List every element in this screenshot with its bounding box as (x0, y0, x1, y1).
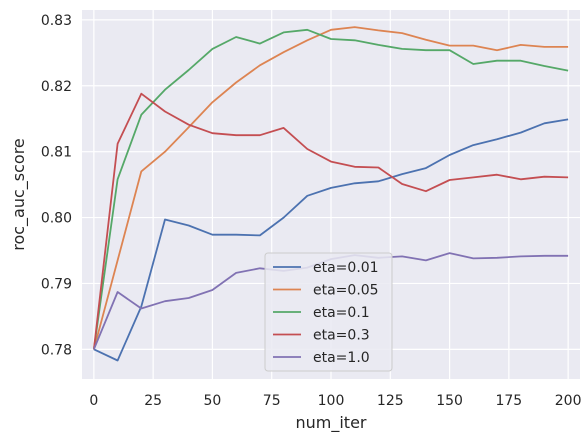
series-line (93, 92, 569, 350)
x-axis-label: num_iter (295, 413, 366, 433)
y-tick-label: 0.81 (41, 145, 72, 161)
legend-entry: eta=1.0 (313, 350, 370, 366)
legend-entry: eta=0.01 (313, 260, 379, 276)
y-axis-label: roc_auc_score (9, 138, 29, 251)
legend-entry: eta=0.05 (313, 283, 379, 299)
legend-entry: eta=0.1 (313, 305, 370, 321)
y-tick-label: 0.80 (41, 211, 72, 227)
x-tick-label: 100 (318, 393, 345, 409)
series-line (93, 118, 569, 362)
legend-box (264, 252, 393, 372)
y-tick-label: 0.78 (41, 342, 72, 358)
x-tick-label: 25 (144, 393, 162, 409)
x-tick-label: 150 (436, 393, 463, 409)
series-line (93, 28, 569, 350)
x-tick-label: 200 (555, 393, 582, 409)
x-tick-label: 125 (377, 393, 404, 409)
series-lines (93, 26, 569, 362)
y-tick-label: 0.83 (41, 13, 72, 29)
y-tick-label: 0.82 (41, 79, 72, 95)
legend-entry: eta=0.3 (313, 328, 370, 344)
y-tick-labels: 0.78 0.79 0.80 0.81 0.82 0.83 (41, 13, 72, 358)
series-line (93, 26, 569, 350)
x-tick-labels: 0 25 50 75 100 125 150 175 200 (89, 393, 581, 409)
x-tick-label: 75 (263, 393, 281, 409)
y-tick-label: 0.79 (41, 276, 72, 292)
legend: eta=0.01 eta=0.05 eta=0.1 eta=0.3 eta=1.0 (264, 252, 393, 372)
x-tick-label: 175 (495, 393, 522, 409)
x-tick-label: 0 (89, 393, 98, 409)
x-tick-label: 50 (204, 393, 222, 409)
